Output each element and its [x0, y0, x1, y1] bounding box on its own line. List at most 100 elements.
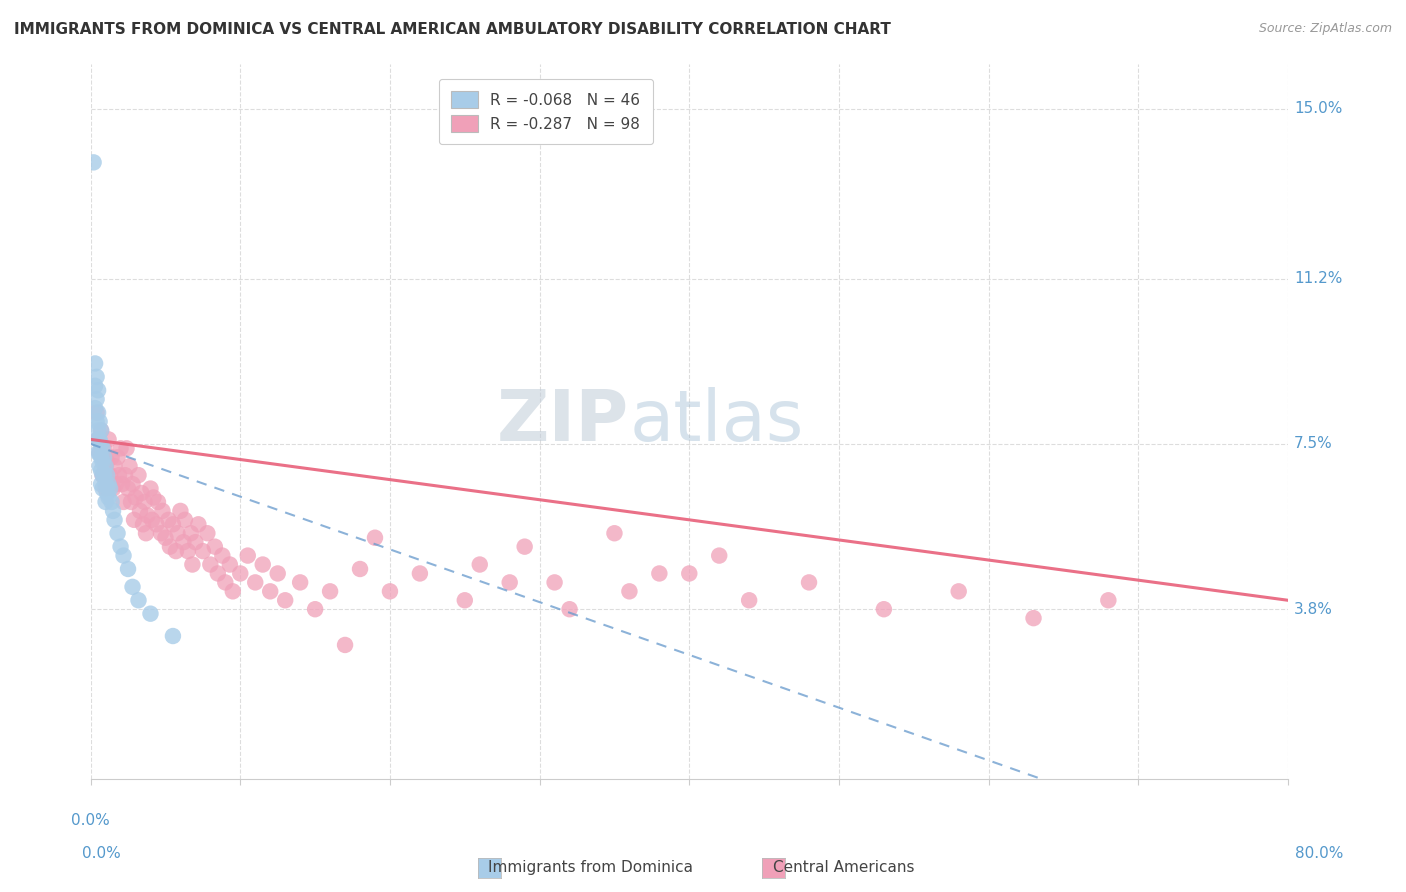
- Point: [1097, 593, 1119, 607]
- Point: [94, 482, 117, 496]
- Point: [86, 369, 108, 384]
- Point: [319, 584, 342, 599]
- Point: [409, 566, 432, 581]
- Point: [128, 593, 150, 607]
- Point: [543, 575, 565, 590]
- Point: [84, 356, 107, 370]
- Text: Immigrants from Dominica: Immigrants from Dominica: [488, 860, 693, 874]
- Point: [149, 526, 172, 541]
- Text: 0.0%: 0.0%: [82, 846, 121, 861]
- Point: [96, 468, 118, 483]
- Point: [87, 433, 110, 447]
- Point: [304, 602, 326, 616]
- Point: [89, 415, 111, 429]
- Point: [678, 566, 700, 581]
- Point: [259, 584, 281, 599]
- Point: [131, 486, 153, 500]
- Point: [349, 562, 371, 576]
- Text: 80.0%: 80.0%: [1295, 846, 1343, 861]
- Point: [91, 468, 114, 483]
- Point: [91, 482, 114, 496]
- Point: [288, 575, 311, 590]
- Point: [91, 442, 114, 456]
- Point: [115, 442, 138, 456]
- Text: 7.5%: 7.5%: [1294, 436, 1333, 451]
- Point: [142, 491, 165, 505]
- Point: [155, 531, 177, 545]
- Point: [120, 495, 142, 509]
- Point: [94, 459, 117, 474]
- Point: [177, 544, 200, 558]
- Point: [181, 558, 204, 572]
- Point: [90, 437, 112, 451]
- Point: [513, 540, 536, 554]
- Point: [98, 482, 121, 496]
- Point: [93, 442, 115, 456]
- Point: [118, 459, 141, 474]
- Point: [162, 517, 184, 532]
- Point: [214, 575, 236, 590]
- Point: [204, 540, 226, 554]
- Point: [619, 584, 641, 599]
- Point: [89, 446, 111, 460]
- Point: [207, 566, 229, 581]
- Point: [252, 558, 274, 572]
- Point: [364, 531, 387, 545]
- Point: [94, 459, 117, 474]
- Point: [1022, 611, 1045, 625]
- Point: [105, 477, 128, 491]
- Point: [245, 575, 267, 590]
- Point: [86, 392, 108, 407]
- Point: [218, 558, 240, 572]
- Point: [558, 602, 581, 616]
- Point: [84, 401, 107, 416]
- Point: [101, 482, 124, 496]
- Point: [122, 513, 145, 527]
- Point: [117, 562, 139, 576]
- Point: [134, 495, 156, 509]
- Point: [84, 378, 107, 392]
- Point: [166, 526, 188, 541]
- Point: [152, 504, 174, 518]
- Point: [100, 495, 122, 509]
- Point: [132, 517, 155, 532]
- Text: 15.0%: 15.0%: [1294, 102, 1343, 116]
- Point: [165, 544, 187, 558]
- Point: [97, 477, 120, 491]
- Point: [172, 535, 194, 549]
- Point: [603, 526, 626, 541]
- Point: [101, 504, 124, 518]
- Point: [87, 384, 110, 398]
- Point: [87, 433, 110, 447]
- Text: 3.8%: 3.8%: [1294, 602, 1333, 616]
- Point: [112, 495, 135, 509]
- Point: [169, 504, 191, 518]
- Point: [267, 566, 290, 581]
- Point: [86, 415, 108, 429]
- Point: [117, 482, 139, 496]
- Legend: R = -0.068   N = 46, R = -0.287   N = 98: R = -0.068 N = 46, R = -0.287 N = 98: [439, 78, 652, 145]
- Point: [87, 446, 110, 460]
- Text: 11.2%: 11.2%: [1294, 271, 1343, 286]
- Point: [121, 477, 143, 491]
- Point: [89, 459, 111, 474]
- Point: [108, 468, 131, 483]
- Point: [89, 433, 111, 447]
- Point: [229, 566, 252, 581]
- Point: [91, 468, 114, 483]
- Point: [121, 580, 143, 594]
- Point: [141, 513, 163, 527]
- Point: [96, 455, 118, 469]
- Point: [135, 526, 157, 541]
- Point: [97, 491, 120, 505]
- Point: [157, 513, 180, 527]
- Text: Source: ZipAtlas.com: Source: ZipAtlas.com: [1258, 22, 1392, 36]
- Point: [378, 584, 401, 599]
- Point: [90, 477, 112, 491]
- Point: [174, 513, 197, 527]
- Point: [499, 575, 522, 590]
- Point: [110, 442, 132, 456]
- Point: [107, 526, 129, 541]
- Point: [187, 517, 209, 532]
- Point: [98, 468, 121, 483]
